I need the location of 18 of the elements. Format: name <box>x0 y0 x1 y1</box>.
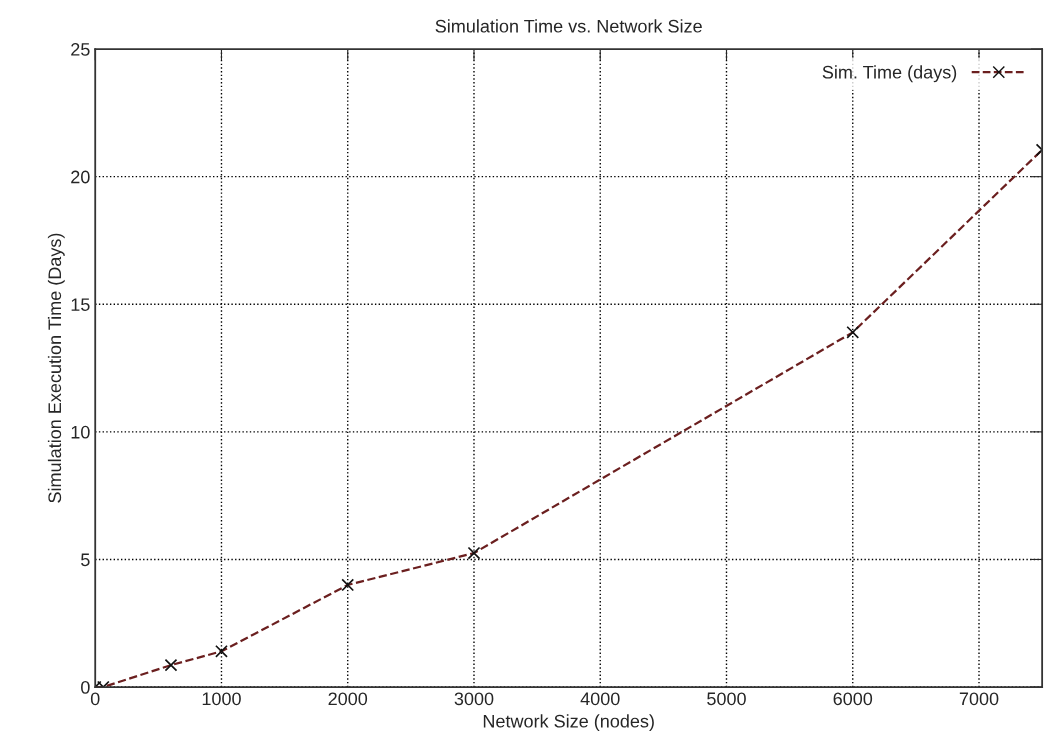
x-tick-label: 0 <box>90 692 100 706</box>
x-tick-label: 5000 <box>707 692 746 706</box>
x-tick-label: 4000 <box>580 692 620 706</box>
x-axis-title: Network Size (nodes) <box>483 714 654 732</box>
x-tick-label: 2000 <box>328 692 368 706</box>
y-tick-label: 0 <box>81 680 90 694</box>
legend-label: Sim. Time (days) <box>822 65 957 83</box>
x-tick-label: 6000 <box>833 692 873 706</box>
y-tick-label: 20 <box>71 170 90 184</box>
x-tick-label: 1000 <box>202 692 241 706</box>
x-tick-label: 3000 <box>454 692 494 706</box>
y-tick-label: 5 <box>81 553 90 567</box>
chart-title: Simulation Time vs. Network Size <box>435 19 702 33</box>
y-tick-label: 25 <box>71 43 90 56</box>
y-axis-title: Simulation Execution Time (Days) <box>47 233 65 503</box>
y-tick-label: 10 <box>71 425 90 439</box>
x-tick-label: 7000 <box>959 692 999 706</box>
y-tick-label: 15 <box>71 298 90 311</box>
